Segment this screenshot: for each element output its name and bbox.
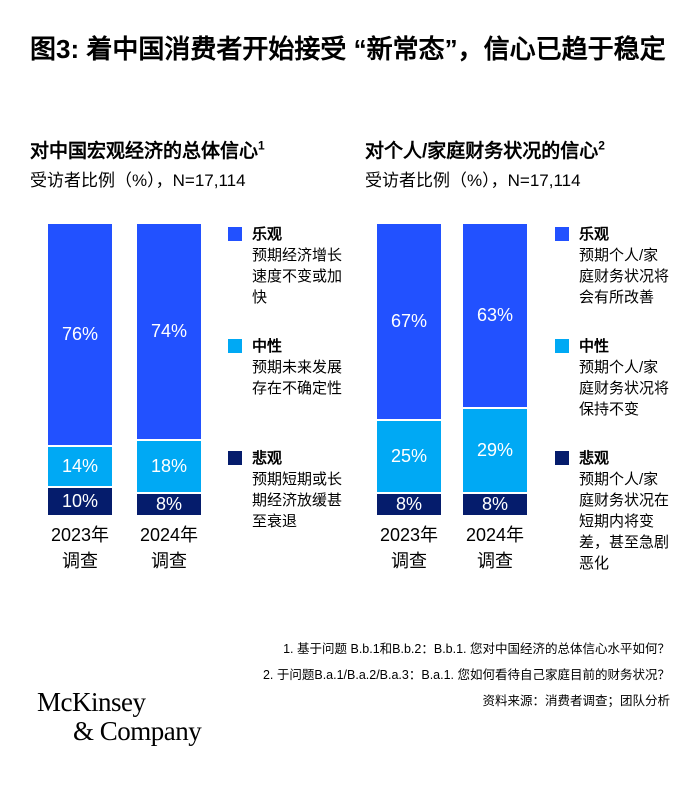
legend-swatch bbox=[228, 451, 242, 465]
bar-segment-pessimistic: 10% bbox=[48, 485, 112, 515]
x-tick-label: 2024年 调查 bbox=[465, 525, 525, 571]
legend-item: 乐观预期经济增长速度不变或加快 bbox=[228, 224, 344, 308]
bar-segment-neutral: 29% bbox=[463, 407, 527, 492]
figure-title: 图3: 着中国消费者开始接受 “新常态”，信心已趋于稳定 bbox=[30, 34, 666, 64]
logo-line-2: & Company bbox=[73, 716, 202, 746]
legend-label: 乐观 bbox=[252, 226, 283, 243]
bar-segment-neutral: 25% bbox=[377, 418, 441, 492]
chart-title: 对个人/家庭财务状况的信心2 bbox=[365, 136, 605, 163]
source: 资料来源：消费者调查；团队分析 bbox=[482, 694, 670, 708]
footnote-1: 1. 基于问题 B.b.1和B.b.2：B.b.1. 您对中国经济的总体信心水平… bbox=[283, 642, 670, 656]
legend-label: 悲观 bbox=[252, 450, 283, 467]
chart-subtitle: 受访者比例（%），N=17,114 bbox=[365, 171, 581, 190]
x-tick-label: 2023年 调查 bbox=[50, 525, 110, 571]
chart-title-text: 对中国宏观经济的总体信心 bbox=[30, 141, 259, 162]
legend-item: 悲观预期短期或长期经济放缓甚至衰退 bbox=[228, 448, 344, 532]
legend-swatch bbox=[555, 227, 569, 241]
legend-swatch bbox=[555, 451, 569, 465]
chart-title: 对中国宏观经济的总体信心1 bbox=[30, 136, 265, 163]
logo-line-1: McKinsey bbox=[37, 687, 146, 717]
bar-segment-optimistic: 76% bbox=[48, 224, 112, 446]
legend-swatch bbox=[555, 339, 569, 353]
bar-segment-optimistic: 63% bbox=[463, 224, 527, 408]
chart-title-text: 对个人/家庭财务状况的信心 bbox=[365, 141, 599, 162]
mckinsey-logo: McKinsey & Company bbox=[37, 687, 202, 746]
legend-description: 预期短期或长期经济放缓甚至衰退 bbox=[252, 471, 343, 530]
legend-description: 预期个人/家庭财务状况将保持不变 bbox=[579, 359, 670, 418]
legend-item: 乐观预期个人/家庭财务状况将会有所改善 bbox=[555, 224, 671, 308]
legend-label: 中性 bbox=[252, 338, 283, 355]
legend-label: 中性 bbox=[579, 338, 610, 355]
legend-swatch bbox=[228, 339, 242, 353]
legend-description: 预期个人/家庭财务状况将会有所改善 bbox=[579, 247, 670, 306]
bar-segment-optimistic: 74% bbox=[137, 224, 201, 440]
legend-label: 乐观 bbox=[579, 226, 610, 243]
legend-item: 中性预期个人/家庭财务状况将保持不变 bbox=[555, 336, 671, 420]
legend-swatch bbox=[228, 227, 242, 241]
stacked-bar: 8% 25% 67% bbox=[377, 224, 441, 515]
bar-segment-pessimistic: 8% bbox=[137, 491, 201, 515]
chart-subtitle: 受访者比例（%），N=17,114 bbox=[30, 171, 246, 190]
legend-description: 预期未来发展存在不确定性 bbox=[252, 359, 343, 397]
footnotes: 1. 基于问题 B.b.1和B.b.2：B.b.1. 您对中国经济的总体信心水平… bbox=[250, 640, 670, 718]
bar-segment-pessimistic: 8% bbox=[463, 491, 527, 515]
bar-segment-neutral: 18% bbox=[137, 439, 201, 492]
legend-item: 悲观预期个人/家庭财务状况在短期内将变差，甚至急剧恶化 bbox=[555, 448, 671, 574]
stacked-bar: 8% 18% 74% bbox=[137, 224, 201, 515]
bar-segment-neutral: 14% bbox=[48, 445, 112, 486]
bar-segment-optimistic: 67% bbox=[377, 224, 441, 419]
chart-title-footnote: 1 bbox=[258, 138, 265, 153]
legend-item: 中性预期未来发展存在不确定性 bbox=[228, 336, 344, 399]
stacked-bar: 10% 14% 76% bbox=[48, 224, 112, 515]
legend-label: 悲观 bbox=[579, 450, 610, 467]
bar-segment-pessimistic: 8% bbox=[377, 491, 441, 515]
x-tick-label: 2024年 调查 bbox=[139, 525, 199, 571]
legend-description: 预期个人/家庭财务状况在短期内将变差，甚至急剧恶化 bbox=[579, 471, 670, 572]
footnote-2: 2. 于问题B.a.1/B.a.2/B.a.3：B.a.1. 您如何看待自己家庭… bbox=[262, 668, 670, 682]
x-tick-label: 2023年 调查 bbox=[379, 525, 439, 571]
stacked-bar: 8% 29% 63% bbox=[463, 224, 527, 515]
chart-title-footnote: 2 bbox=[598, 138, 605, 153]
legend-description: 预期经济增长速度不变或加快 bbox=[252, 247, 343, 306]
